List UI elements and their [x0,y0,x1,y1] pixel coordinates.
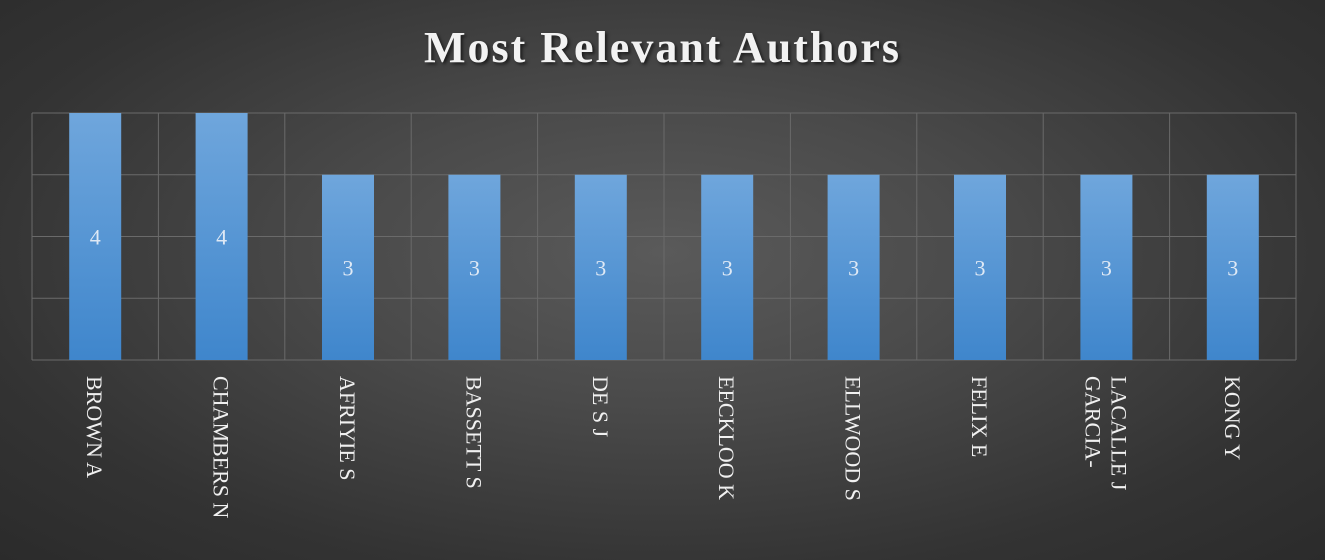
category-labels: BROWN A CHAMBERS N AFRIYIE S BASSETT S DE S … [82,376,1245,519]
category-label-line: GARCIA- [1080,376,1105,468]
category-label: CHAMBERS N [209,376,234,519]
category-label: ELLWOOD S [841,376,866,501]
category-label: GARCIA- LACALLE J [1080,376,1131,491]
bar [69,113,122,360]
bar [827,174,880,360]
data-label: 3 [469,255,480,280]
chart-title: Most Relevant Authors [423,23,902,72]
category-label: KONG Y [1220,376,1245,460]
category-label-line: KONG Y [1220,376,1245,460]
category-label-line: BASSETT S [461,376,486,489]
bars [69,113,1259,360]
category-label-line: DE S J [588,376,613,438]
category-label-line: FELIX E [967,376,992,457]
bar [1206,174,1259,360]
category-label-line: CHAMBERS N [209,376,234,519]
data-label: 3 [1227,255,1238,280]
bar [195,113,248,360]
data-label: 4 [90,225,101,250]
category-label: BASSETT S [461,376,486,489]
data-label: 3 [343,255,354,280]
category-label-line: EECKLOO K [714,376,739,500]
bar [574,174,627,360]
category-label: BROWN A [82,376,107,478]
bar [701,174,754,360]
category-label: EECKLOO K [714,376,739,500]
data-labels: 4 4 3 3 3 3 3 3 3 3 [90,225,1239,281]
category-label-line: ELLWOOD S [841,376,866,501]
data-label: 4 [216,225,227,250]
category-label: DE S J [588,376,613,438]
bar [954,174,1006,360]
data-label: 3 [975,255,986,280]
bar [448,174,501,360]
data-label: 3 [595,255,606,280]
category-label-line: LACALLE J [1106,376,1131,491]
category-label: AFRIYIE S [335,376,360,481]
data-label: 3 [848,255,859,280]
data-label: 3 [1101,255,1112,280]
category-label: FELIX E [967,376,992,457]
bar [322,174,374,360]
data-label: 3 [722,255,733,280]
category-label-line: AFRIYIE S [335,376,360,481]
bar [1080,174,1133,360]
category-label-line: BROWN A [82,376,107,478]
